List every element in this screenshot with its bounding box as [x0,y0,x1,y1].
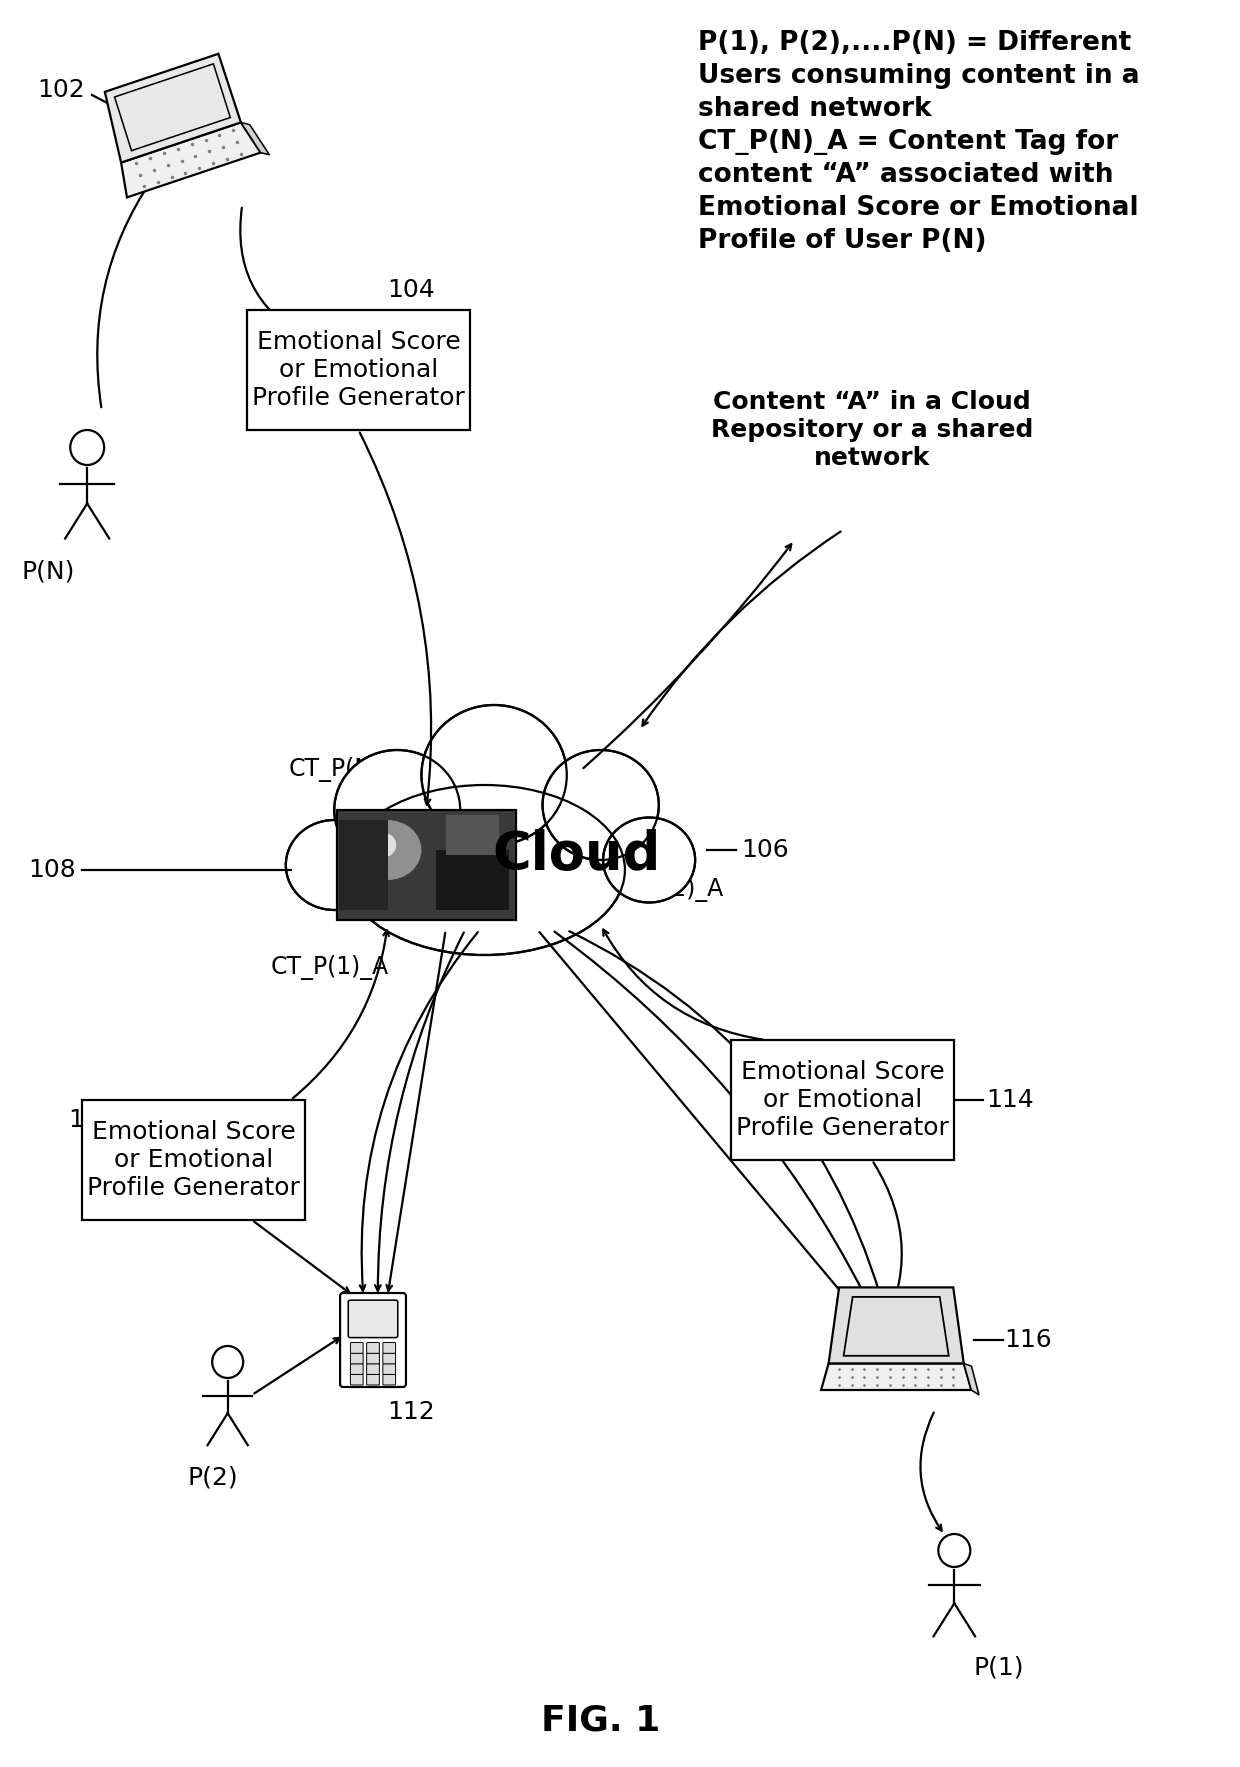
FancyBboxPatch shape [351,1375,363,1385]
Text: P(N): P(N) [22,560,76,585]
Text: P(1), P(2),....P(N) = Different
Users consuming content in a
shared network
CT_P: P(1), P(2),....P(N) = Different Users co… [698,30,1140,254]
Ellipse shape [285,820,383,910]
Text: 114: 114 [986,1088,1034,1111]
Text: Emotional Score
or Emotional
Profile Generator: Emotional Score or Emotional Profile Gen… [252,330,465,410]
Text: P(2): P(2) [187,1465,238,1490]
Ellipse shape [353,820,422,880]
Text: Emotional Score
or Emotional
Profile Generator: Emotional Score or Emotional Profile Gen… [737,1060,950,1140]
Ellipse shape [603,818,696,903]
Bar [82,1101,305,1219]
Text: 110: 110 [68,1108,115,1133]
Text: Emotional Score
or Emotional
Profile Generator: Emotional Score or Emotional Profile Gen… [87,1120,300,1200]
Text: Content “A” in a Cloud
Repository or a shared
network: Content “A” in a Cloud Repository or a s… [711,391,1033,470]
FancyBboxPatch shape [383,1375,396,1385]
Text: CT_P(N)_A: CT_P(N)_A [288,756,409,783]
Text: 106: 106 [742,838,789,862]
Text: 104: 104 [388,277,435,302]
Text: CT_P(1)_A: CT_P(1)_A [270,954,388,981]
Text: P(1): P(1) [973,1656,1024,1679]
Polygon shape [122,122,260,198]
FancyBboxPatch shape [351,1343,363,1354]
FancyBboxPatch shape [348,1301,398,1338]
FancyBboxPatch shape [383,1343,396,1354]
Bar [247,309,470,429]
Text: FIG. 1: FIG. 1 [541,1703,661,1737]
Text: 102: 102 [37,78,86,102]
Polygon shape [241,122,269,155]
Ellipse shape [343,785,625,954]
Bar [337,809,516,921]
FancyBboxPatch shape [367,1343,379,1354]
Bar [732,1041,955,1159]
Polygon shape [963,1364,980,1394]
Ellipse shape [543,749,658,861]
FancyBboxPatch shape [367,1354,379,1364]
Text: Cloud: Cloud [492,829,661,882]
Ellipse shape [335,749,460,869]
Polygon shape [821,1364,971,1391]
Polygon shape [105,53,241,163]
FancyBboxPatch shape [367,1375,379,1385]
Text: 112: 112 [388,1399,435,1424]
Bar [445,815,498,855]
FancyBboxPatch shape [383,1354,396,1364]
FancyBboxPatch shape [367,1364,379,1375]
Ellipse shape [370,832,397,857]
Bar [436,850,508,910]
FancyBboxPatch shape [383,1364,396,1375]
Polygon shape [828,1288,963,1364]
Bar [339,820,388,910]
Text: 108: 108 [27,859,76,882]
FancyBboxPatch shape [340,1293,405,1387]
FancyBboxPatch shape [351,1364,363,1375]
Ellipse shape [422,705,567,845]
Text: CT_P(2)_A: CT_P(2)_A [605,878,724,903]
FancyBboxPatch shape [351,1354,363,1364]
Text: 116: 116 [1004,1329,1053,1352]
